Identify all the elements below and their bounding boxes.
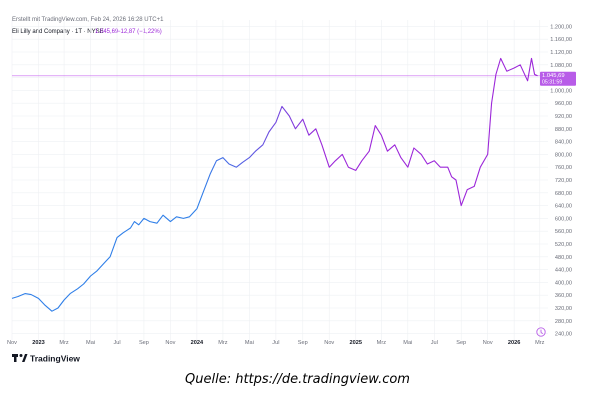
y-tick-label: 480,00 xyxy=(555,255,572,261)
x-tick-label: 2023 xyxy=(32,340,44,346)
price-tag-box xyxy=(540,71,576,86)
y-tick-label: 640,00 xyxy=(555,204,572,210)
timeframe-clock-icon[interactable] xyxy=(536,327,546,337)
chart-grid xyxy=(11,20,548,340)
x-tick-label: Sep xyxy=(139,340,149,346)
tradingview-logo-icon xyxy=(12,354,28,362)
x-tick-label: Jul xyxy=(431,340,438,346)
x-tick-label: Nov xyxy=(165,340,175,346)
x-tick-label: Mrz xyxy=(377,340,387,346)
x-tick-label: Mai xyxy=(245,340,254,346)
price-tag: 1.045,69 05:31:59 xyxy=(540,71,576,86)
y-tick-label: 360,00 xyxy=(555,293,572,299)
x-tick-label: Mai xyxy=(86,340,95,346)
y-tick-label: 840,00 xyxy=(555,140,572,146)
x-tick-label: Sep xyxy=(298,340,308,346)
y-tick-label: 240,00 xyxy=(555,332,572,338)
y-tick-label: 520,00 xyxy=(555,242,572,248)
x-tick-label: Mrz xyxy=(59,340,69,346)
y-tick-label: 280,00 xyxy=(555,319,572,325)
y-axis: 1.200,001.160,001.120,001.080,001.040,00… xyxy=(550,24,572,337)
tradingview-logo-text: TradingView xyxy=(30,354,80,364)
y-tick-label: 440,00 xyxy=(555,268,572,274)
x-tick-label: 2026 xyxy=(508,340,520,346)
y-tick-label: 400,00 xyxy=(555,280,572,286)
x-tick-label: Mai xyxy=(403,340,412,346)
y-tick-label: 600,00 xyxy=(555,216,572,222)
x-tick-label: 2025 xyxy=(350,340,362,346)
x-tick-label: 2024 xyxy=(191,340,204,346)
x-tick-label: Jul xyxy=(272,340,279,346)
source-caption: Quelle: https://de.tradingview.com xyxy=(185,372,410,387)
created-with-text: Erstellt mit TradingView.com, Feb 24, 20… xyxy=(12,17,164,23)
tradingview-logo: TradingView xyxy=(12,354,80,364)
y-tick-label: 1.200,00 xyxy=(550,24,572,30)
y-tick-label: 760,00 xyxy=(555,165,572,171)
y-tick-label: 560,00 xyxy=(555,229,572,235)
symbol-change: −12,87 (−1,22%) xyxy=(117,29,162,35)
symbol-price: 1.045,69 xyxy=(95,29,119,35)
x-tick-label: Nov xyxy=(324,340,334,346)
x-tick-label: Mrz xyxy=(535,340,545,346)
y-tick-label: 320,00 xyxy=(555,306,572,312)
price-tag-value: 1.045,69 xyxy=(542,73,565,79)
series-line-lly xyxy=(11,57,538,312)
y-tick-label: 1.120,00 xyxy=(550,50,572,56)
symbol-name: Eli Lilly and Company · 1T · NYSE xyxy=(12,29,104,35)
x-tick-label: Sep xyxy=(456,340,466,346)
y-tick-label: 1.080,00 xyxy=(550,63,572,69)
y-tick-label: 880,00 xyxy=(555,127,572,133)
y-tick-label: 800,00 xyxy=(555,152,572,158)
x-tick-label: Nov xyxy=(483,340,493,346)
y-tick-label: 720,00 xyxy=(555,178,572,184)
y-tick-label: 1.160,00 xyxy=(550,37,572,43)
x-axis: Nov 2023 Mrz Mai Jul Sep Nov 2024 Mrz Mai Jul Sep No… xyxy=(7,340,545,346)
y-tick-label: 680,00 xyxy=(555,191,572,197)
y-tick-label: 960,00 xyxy=(555,101,572,107)
x-tick-label: Jul xyxy=(113,340,120,346)
symbol-legend: Eli Lilly and Company · 1T · NYSE 1.045,… xyxy=(12,29,162,35)
x-tick-label: Nov xyxy=(7,340,17,346)
x-tick-label: Mrz xyxy=(218,340,228,346)
price-tag-countdown: 05:31:59 xyxy=(542,79,562,85)
y-tick-label: 1.000,00 xyxy=(550,88,572,94)
y-tick-label: 920,00 xyxy=(555,114,572,120)
